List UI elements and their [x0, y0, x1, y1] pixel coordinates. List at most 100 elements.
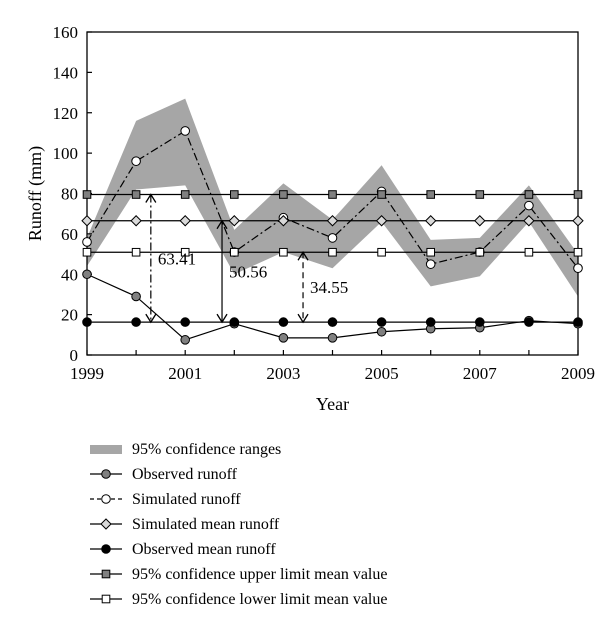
legend-item-5: 95% confidence upper limit mean value — [90, 566, 387, 583]
legend-marker — [101, 569, 111, 579]
annotation-arrow-bottom — [145, 313, 157, 324]
series-point — [426, 247, 435, 257]
series-point — [82, 190, 92, 199]
series-5 — [82, 190, 583, 199]
series-point — [425, 317, 436, 327]
series-4 — [82, 317, 583, 327]
series-point — [82, 237, 92, 247]
series-point — [179, 215, 191, 227]
annotation-arrow-top — [297, 251, 309, 261]
series-point — [327, 233, 338, 243]
series-point — [131, 317, 141, 327]
series-point — [277, 215, 290, 227]
annotation-label: 50.56 — [229, 262, 267, 281]
difference-annotation-2: 50.56 — [216, 219, 267, 324]
series-point — [180, 126, 190, 136]
series-point — [425, 259, 436, 269]
confidence-band — [87, 98, 578, 297]
series-point — [573, 263, 583, 273]
series-point — [82, 269, 92, 280]
y-tick-label: 120 — [53, 104, 79, 123]
annotation-arrow-bottom — [297, 313, 309, 324]
series-point — [376, 317, 387, 327]
series-point — [82, 247, 92, 257]
annotation-layer: 63.41 50.56 34.55 — [145, 193, 348, 324]
legend-item-band: 95% confidence ranges — [90, 441, 281, 458]
legend-marker — [101, 469, 111, 479]
series-point — [376, 326, 387, 337]
series-point — [523, 215, 535, 227]
series-point — [377, 247, 386, 257]
axes-layer: 0 20 40 60 80 100 120 140 160 1999 2001 2003 2005 200… — [53, 23, 596, 383]
legend-marker — [100, 518, 112, 530]
annotation-label: 34.55 — [310, 278, 348, 297]
series-point — [279, 247, 288, 257]
x-tick-label: 2001 — [168, 364, 202, 383]
legend-label: Observed mean runoff — [132, 541, 276, 558]
y-tick-label: 140 — [53, 63, 79, 82]
y-tick-label: 80 — [61, 185, 78, 204]
series-point — [131, 190, 141, 199]
legend-item-6: 95% confidence lower limit mean value — [90, 591, 387, 608]
y-tick-label: 100 — [53, 144, 79, 163]
series-point — [230, 190, 239, 199]
series-3 — [81, 215, 584, 227]
y-axis-title: Runoff (mm) — [25, 146, 46, 241]
series-point — [474, 215, 486, 227]
legend: 95% confidence ranges Observed runoff Simu… — [90, 441, 387, 608]
y-tick-label: 0 — [70, 346, 79, 365]
series-point — [327, 317, 338, 327]
series-point — [130, 215, 142, 227]
series-point — [475, 317, 485, 327]
series-point — [180, 247, 190, 257]
series-point — [573, 317, 583, 327]
y-tick-label: 40 — [61, 265, 78, 284]
series-point — [524, 247, 534, 257]
series-point — [81, 215, 93, 227]
series-point — [375, 215, 388, 227]
legend-label: Simulated mean runoff — [132, 516, 280, 533]
series-point — [131, 156, 141, 166]
series-point — [82, 317, 92, 327]
confidence-band-layer — [87, 98, 578, 297]
series-point — [228, 215, 241, 227]
legend-label: Simulated runoff — [132, 491, 241, 508]
series-point — [424, 215, 437, 227]
x-tick-label: 1999 — [70, 364, 104, 383]
y-tick-label: 160 — [53, 23, 79, 42]
series-point — [131, 291, 141, 302]
y-tick-label: 60 — [61, 225, 78, 244]
series-point — [475, 190, 485, 199]
series-point — [573, 247, 583, 257]
x-tick-label: 2009 — [561, 364, 595, 383]
series-point — [278, 317, 289, 327]
annotation-label: 63.41 — [158, 249, 196, 268]
series-point — [279, 190, 288, 199]
series-point — [524, 190, 534, 199]
series-point — [230, 247, 239, 257]
series-point — [180, 317, 190, 327]
difference-annotation-3: 34.55 — [297, 251, 348, 324]
series-point — [326, 215, 339, 227]
annotation-arrow-top — [216, 219, 228, 230]
x-tick-label: 2007 — [463, 364, 498, 383]
series-point — [327, 333, 338, 343]
series-point — [278, 333, 289, 343]
series-point — [524, 200, 534, 211]
legend-label: 95% confidence lower limit mean value — [132, 591, 387, 608]
series-point — [573, 190, 583, 199]
difference-annotation-1: 63.41 — [145, 193, 196, 324]
legend-item-3: Simulated mean runoff — [90, 516, 280, 533]
annotation-arrow-bottom — [216, 313, 228, 324]
legend-label: 95% confidence ranges — [132, 441, 281, 458]
annotation-arrow-top — [145, 193, 157, 203]
legend-item-4: Observed mean runoff — [90, 541, 276, 558]
series-6 — [82, 247, 583, 257]
series-point — [572, 215, 584, 227]
series-point — [524, 317, 534, 327]
series-point — [229, 317, 240, 327]
legend-marker — [101, 494, 111, 504]
series-point — [426, 190, 435, 199]
series-point — [328, 247, 337, 257]
